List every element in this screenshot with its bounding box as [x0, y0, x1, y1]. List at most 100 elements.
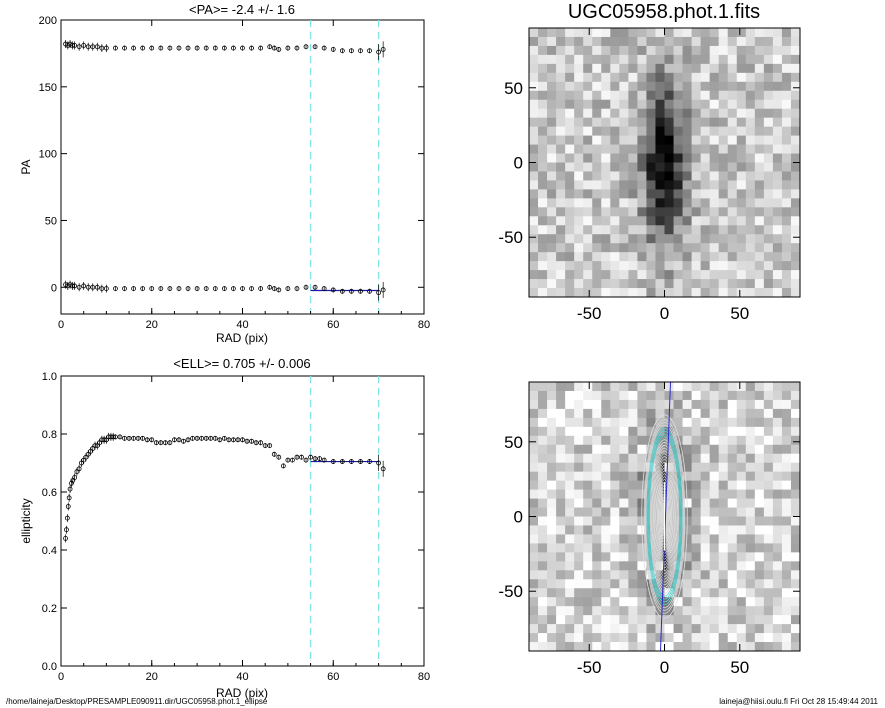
- pa-point: [380, 287, 386, 293]
- pa-point: [90, 284, 96, 290]
- pa-point: [312, 284, 318, 290]
- img-bottom-xtick-label-0: -50: [577, 658, 602, 677]
- pa-point: [380, 47, 386, 52]
- pa-point: [221, 45, 227, 51]
- pa-point: [167, 45, 173, 51]
- pa-point: [367, 288, 372, 294]
- pa-point: [312, 44, 318, 50]
- pa-point: [231, 286, 236, 292]
- ell-point: [235, 437, 241, 443]
- pa-point: [249, 45, 254, 51]
- pa-point: [321, 45, 327, 51]
- img-bottom-isophote-ellipses: [641, 381, 688, 652]
- pa-point: [113, 286, 118, 292]
- pa-point: [249, 286, 254, 292]
- img-bottom-isophote: [648, 433, 681, 600]
- ell-point: [194, 435, 200, 441]
- ell-point: [262, 443, 268, 449]
- pa-point: [276, 287, 282, 293]
- pa-xtick-label-4: 80: [418, 319, 430, 331]
- img-bottom-isophote: [656, 464, 673, 569]
- ell-point: [303, 457, 309, 463]
- pa-point: [122, 45, 127, 51]
- pa-point: [330, 47, 336, 52]
- ell-point: [380, 466, 386, 472]
- pa-point: [94, 284, 100, 290]
- ell-point: [339, 459, 345, 464]
- ell-point: [158, 440, 164, 446]
- ell-plot-ylabel: ellipticity: [19, 498, 33, 543]
- ell-ytick-label-1: 0.2: [42, 603, 57, 615]
- ell-point: [226, 437, 232, 443]
- pa-point: [303, 284, 309, 290]
- ell-point: [253, 440, 259, 446]
- ell-point: [135, 435, 141, 441]
- pa-point: [339, 48, 345, 54]
- pa-point: [72, 283, 78, 289]
- pa-point: [158, 286, 164, 292]
- pa-point: [358, 288, 363, 294]
- ell-point: [249, 438, 254, 444]
- pa-point: [85, 284, 91, 290]
- ellipticity-plot: <ELL>= 0.705 +/- 0.006 RAD (pix) ellipti…: [19, 356, 430, 700]
- pa-point: [81, 42, 87, 48]
- pa-point: [94, 44, 100, 50]
- pa-point: [99, 286, 105, 292]
- pa-point: [85, 44, 91, 50]
- pa-point: [339, 288, 345, 294]
- ell-point: [64, 515, 70, 521]
- pa-point: [194, 45, 200, 51]
- pa-point: [176, 45, 182, 51]
- pa-xtick-label-3: 60: [327, 319, 339, 331]
- img-bottom-ytick-label-0: -50: [498, 582, 523, 601]
- pa-point: [303, 44, 309, 50]
- img-top-xtick-label-1: 0: [660, 304, 669, 323]
- ell-ytick-label-3: 0.6: [42, 487, 57, 499]
- ell-point: [69, 480, 74, 486]
- ell-point: [162, 440, 168, 446]
- img-bottom-isophote: [652, 447, 677, 586]
- ell-xtick-label-3: 60: [327, 671, 339, 683]
- pa-point: [271, 45, 277, 51]
- ell-point: [285, 457, 291, 463]
- ell-xtick-label-1: 20: [146, 671, 158, 683]
- ell-ytick-label-5: 1.0: [42, 371, 57, 383]
- pa-xtick-label-0: 0: [58, 319, 64, 331]
- img-bottom-ytick-label-2: 50: [504, 433, 523, 452]
- pa-point: [294, 286, 300, 292]
- ell-point: [117, 434, 123, 440]
- ell-point: [299, 454, 304, 460]
- pa-point: [194, 286, 200, 292]
- pa-point: [131, 286, 137, 292]
- pa-point: [267, 44, 273, 50]
- ell-ytick-label-2: 0.4: [42, 545, 57, 557]
- pa-point: [131, 45, 137, 51]
- ell-point: [64, 527, 69, 533]
- pa-point: [271, 286, 277, 292]
- pa-point: [258, 286, 264, 292]
- ell-point: [271, 451, 277, 457]
- img-bottom-isophote: [657, 470, 672, 563]
- ell-point: [149, 437, 155, 443]
- ell-frame: [60, 375, 425, 667]
- pa-point: [294, 45, 300, 51]
- pa-point: [122, 286, 127, 292]
- pa-xtick-label-2: 40: [236, 319, 248, 331]
- img-bottom-ytick-label-1: 0: [514, 508, 523, 527]
- ell-point: [308, 454, 313, 460]
- ell-ytick-label-4: 0.8: [42, 429, 57, 441]
- pa-point: [203, 45, 209, 51]
- ell-point: [167, 440, 173, 446]
- img-bottom-outer-isophote: [641, 414, 688, 619]
- ell-point: [221, 435, 227, 441]
- ell-point: [358, 459, 363, 464]
- footer-path: /home/laineja/Desktop/PRESAMPLE090911.di…: [6, 697, 268, 706]
- ell-point: [294, 454, 300, 460]
- ell-point: [67, 486, 73, 492]
- pa-point: [167, 286, 173, 292]
- pa-xtick-label-1: 20: [146, 319, 158, 331]
- ell-plot-xlabel: RAD (pix): [216, 686, 268, 700]
- pa-point: [285, 286, 291, 292]
- ell-point: [208, 435, 214, 441]
- img-top-ytick-label-1: 0: [514, 154, 523, 173]
